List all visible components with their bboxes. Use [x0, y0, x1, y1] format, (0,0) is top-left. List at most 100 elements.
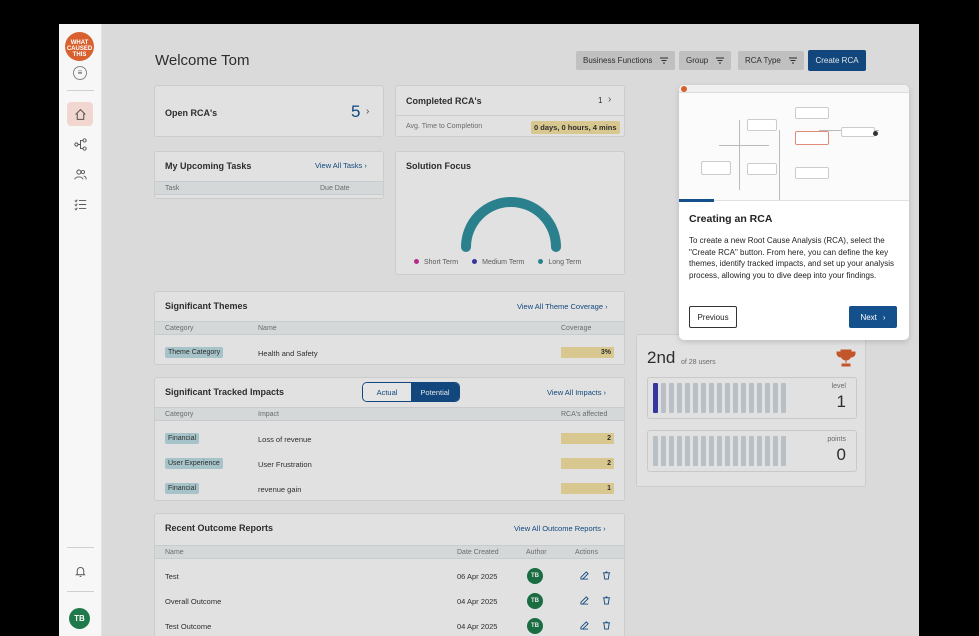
tour-progress-bar [679, 199, 714, 202]
rcas-affected-value: 2 [561, 433, 614, 444]
rank-of-users: of 28 users [681, 359, 716, 366]
tracked-impacts-card: Significant Tracked Impacts Actual Poten… [154, 377, 625, 501]
progress-segment [685, 436, 690, 466]
edit-icon[interactable] [580, 571, 589, 580]
progress-segment [765, 383, 770, 413]
user-avatar[interactable]: TB [69, 608, 90, 629]
view-all-theme-coverage-link[interactable]: View All Theme Coverage › [517, 302, 608, 311]
column-header: Date Created [457, 549, 499, 556]
view-all-tasks-link[interactable]: View All Tasks › [315, 161, 367, 170]
edit-icon[interactable] [580, 621, 589, 630]
progress-segment [661, 383, 666, 413]
upcoming-tasks-card: My Upcoming Tasks View All Tasks › Task … [154, 151, 384, 199]
progress-segment [725, 383, 730, 413]
column-header: Coverage [561, 325, 592, 332]
preview-toolbar [679, 85, 909, 93]
filter-label: RCA Type [745, 56, 781, 65]
leaderboard-card: 2nd of 28 users level 1 points 0 [636, 334, 866, 487]
tour-body: To create a new Root Cause Analysis (RCA… [689, 236, 894, 280]
progress-segment [773, 383, 778, 413]
column-header: Name [258, 325, 277, 332]
column-header: Impact [258, 411, 280, 418]
sidebar-divider [67, 90, 94, 91]
delete-icon[interactable] [602, 571, 611, 580]
column-header: Author [526, 549, 547, 556]
tasks-header-row: Task Due Date [155, 181, 383, 195]
themes-title: Significant Themes [165, 301, 248, 311]
chart-legend: Short Term Medium Term Long Term [414, 259, 581, 266]
outcome-name: Overall Outcome [165, 597, 222, 606]
toggle-potential[interactable]: Potential [411, 383, 459, 401]
completed-rcas-label: Completed RCA's [406, 96, 482, 106]
view-all-outcome-reports-link[interactable]: View All Outcome Reports › [514, 524, 606, 533]
filter-label: Group [686, 56, 709, 65]
sidebar-item-tasks[interactable] [67, 192, 93, 216]
column-header: Due Date [320, 185, 350, 192]
completed-rcas-count: 1 [598, 96, 603, 105]
menu-toggle-icon[interactable]: ≡ [73, 66, 87, 80]
points-value: 0 [836, 445, 846, 464]
sidebar-item-users[interactable] [67, 162, 93, 186]
tour-title: Creating an RCA [689, 213, 773, 225]
filter-rca-type[interactable]: RCA Type [738, 51, 804, 70]
impact-name: User Frustration [258, 460, 312, 469]
progress-segment [653, 383, 658, 413]
progress-segment [653, 436, 658, 466]
legend-item: Short Term [414, 259, 458, 266]
filter-business-functions[interactable]: Business Functions [576, 51, 676, 70]
progress-segment [717, 383, 722, 413]
progress-segment [661, 436, 666, 466]
toggle-actual[interactable]: Actual [363, 383, 411, 401]
notifications-button[interactable] [67, 559, 93, 583]
legend-dot [414, 259, 419, 264]
column-header: Name [165, 549, 184, 556]
sidebar-item-home[interactable] [67, 102, 93, 126]
column-header: Actions [575, 549, 598, 556]
progress-segment [781, 383, 786, 413]
chevron-right-icon: › [366, 106, 370, 117]
sidebar-divider [67, 547, 94, 548]
filter-icon [716, 57, 725, 64]
delete-icon[interactable] [602, 596, 611, 605]
page-title: Welcome Tom [155, 52, 250, 69]
gauge-segment-long-term [461, 197, 561, 252]
outcome-date: 04 Apr 2025 [457, 597, 498, 606]
progress-segment [717, 436, 722, 466]
open-rcas-label: Open RCA's [165, 108, 218, 118]
trophy-icon [836, 349, 856, 367]
legend-dot [472, 259, 478, 264]
significant-themes-card: Significant Themes View All Theme Covera… [154, 291, 625, 365]
outcome-reports-card: Recent Outcome Reports View All Outcome … [154, 513, 625, 636]
legend-item: Medium Term [472, 259, 524, 266]
theme-name: Health and Safety [258, 349, 318, 358]
open-rcas-count: 5 [351, 102, 361, 121]
filter-label: Business Functions [583, 56, 653, 65]
tour-next-button[interactable]: Next › [849, 306, 897, 328]
outcomes-header-row: Name Date Created Author Actions [155, 545, 624, 559]
app-logo[interactable]: WHAT CAUSED THIS [65, 32, 94, 61]
filter-icon [788, 57, 797, 64]
completed-rcas-card[interactable]: Completed RCA's 1 › Avg. Time to Complet… [395, 85, 625, 137]
bell-icon [74, 566, 86, 577]
checklist-icon [73, 198, 86, 211]
progress-segment [757, 436, 762, 466]
tour-previous-button[interactable]: Previous [689, 306, 737, 328]
solution-focus-card: Solution Focus Short Term Medium Term Lo… [395, 151, 625, 275]
sidebar-item-rca-tree[interactable] [67, 132, 93, 156]
filter-group[interactable]: Group [679, 51, 732, 70]
progress-segment [733, 383, 738, 413]
create-rca-button[interactable]: Create RCA [808, 50, 866, 71]
edit-icon[interactable] [580, 596, 589, 605]
preview-logo [681, 86, 687, 92]
progress-segment [733, 436, 738, 466]
outcome-date: 06 Apr 2025 [457, 572, 498, 581]
progress-segment [693, 436, 698, 466]
themes-header-row: Category Name Coverage [155, 321, 624, 335]
points-box: points 0 [647, 430, 857, 472]
legend-item: Long Term [538, 259, 581, 266]
open-rcas-card[interactable]: Open RCA's 5 › [154, 85, 384, 137]
view-all-impacts-link[interactable]: View All Impacts › [547, 388, 607, 397]
solution-focus-chart [461, 197, 561, 252]
users-icon [73, 169, 87, 180]
delete-icon[interactable] [602, 621, 611, 630]
